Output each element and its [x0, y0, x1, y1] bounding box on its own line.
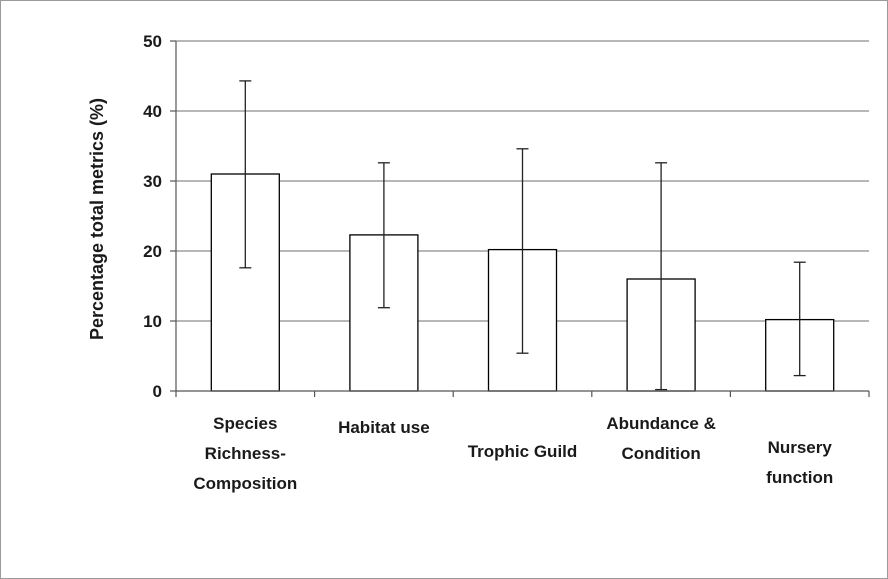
category-label-line: function [766, 468, 833, 487]
y-tick-label: 0 [153, 382, 162, 401]
x-category-label: Nursery function [766, 438, 833, 487]
axes [170, 40, 870, 397]
category-label-line: Richness- [205, 444, 286, 463]
x-category-label: Species Richness- Composition [193, 414, 297, 493]
y-tick-label: 20 [143, 242, 162, 261]
category-label-line: Condition [621, 444, 700, 463]
y-tick-label: 10 [143, 312, 162, 331]
error-bars [239, 80, 806, 391]
x-category-label: Habitat use [338, 418, 430, 437]
labels: 0 10 20 30 40 50 Species Richness- Composition Ha… [143, 32, 833, 493]
bars [210, 173, 835, 392]
category-label-line: Composition [193, 474, 297, 493]
category-label-line: Trophic Guild [468, 442, 578, 461]
y-tick-label: 30 [143, 172, 162, 191]
y-axis-title: Percentage total metrics (%) [87, 98, 107, 340]
y-tick-label: 50 [143, 32, 162, 51]
category-label-line: Habitat use [338, 418, 430, 437]
category-label-line: Species [213, 414, 277, 433]
y-tick-label: 40 [143, 102, 162, 121]
x-category-label: Abundance & Condition [606, 414, 716, 463]
category-label-line: Nursery [768, 438, 833, 457]
category-label-line: Abundance & [606, 414, 716, 433]
x-category-label: Trophic Guild [468, 442, 578, 461]
